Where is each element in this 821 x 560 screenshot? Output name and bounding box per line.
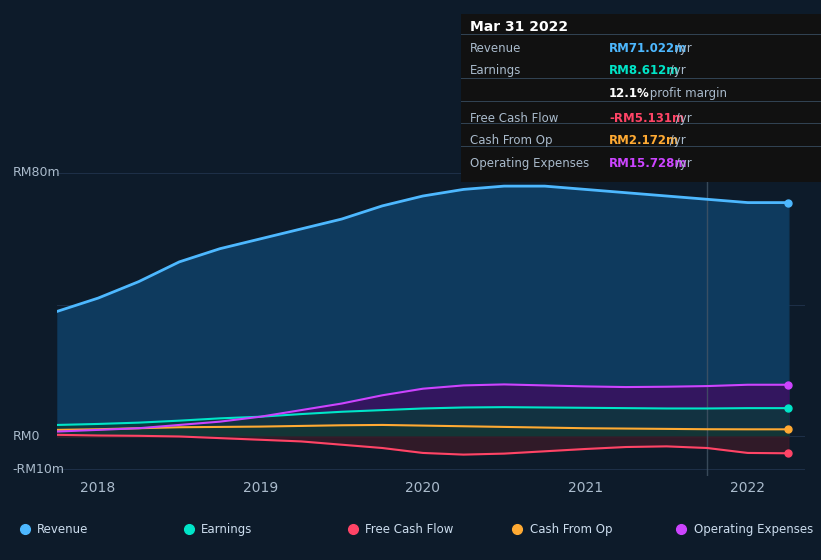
Text: /yr: /yr	[672, 42, 692, 55]
Text: Mar 31 2022: Mar 31 2022	[470, 20, 568, 34]
Text: /yr: /yr	[672, 112, 692, 125]
Text: /yr: /yr	[672, 157, 692, 170]
Text: Free Cash Flow: Free Cash Flow	[470, 112, 558, 125]
Text: Cash From Op: Cash From Op	[470, 134, 552, 147]
Text: Operating Expenses: Operating Expenses	[694, 522, 813, 536]
Text: Revenue: Revenue	[37, 522, 89, 536]
Text: Operating Expenses: Operating Expenses	[470, 157, 589, 170]
Text: RM8.612m: RM8.612m	[609, 64, 680, 77]
Text: Earnings: Earnings	[201, 522, 253, 536]
Text: -RM5.131m: -RM5.131m	[609, 112, 685, 125]
Text: -RM10m: -RM10m	[12, 463, 65, 476]
Text: RM71.022m: RM71.022m	[609, 42, 687, 55]
Text: 12.1%: 12.1%	[609, 87, 650, 100]
Text: /yr: /yr	[666, 64, 686, 77]
Text: Earnings: Earnings	[470, 64, 521, 77]
Text: Free Cash Flow: Free Cash Flow	[365, 522, 454, 536]
Text: RM15.728m: RM15.728m	[609, 157, 688, 170]
Text: RM2.172m: RM2.172m	[609, 134, 679, 147]
Text: RM0: RM0	[12, 430, 40, 443]
Text: RM80m: RM80m	[12, 166, 60, 179]
Text: /yr: /yr	[666, 134, 686, 147]
Text: Cash From Op: Cash From Op	[530, 522, 612, 536]
Text: profit margin: profit margin	[646, 87, 727, 100]
Text: Revenue: Revenue	[470, 42, 521, 55]
